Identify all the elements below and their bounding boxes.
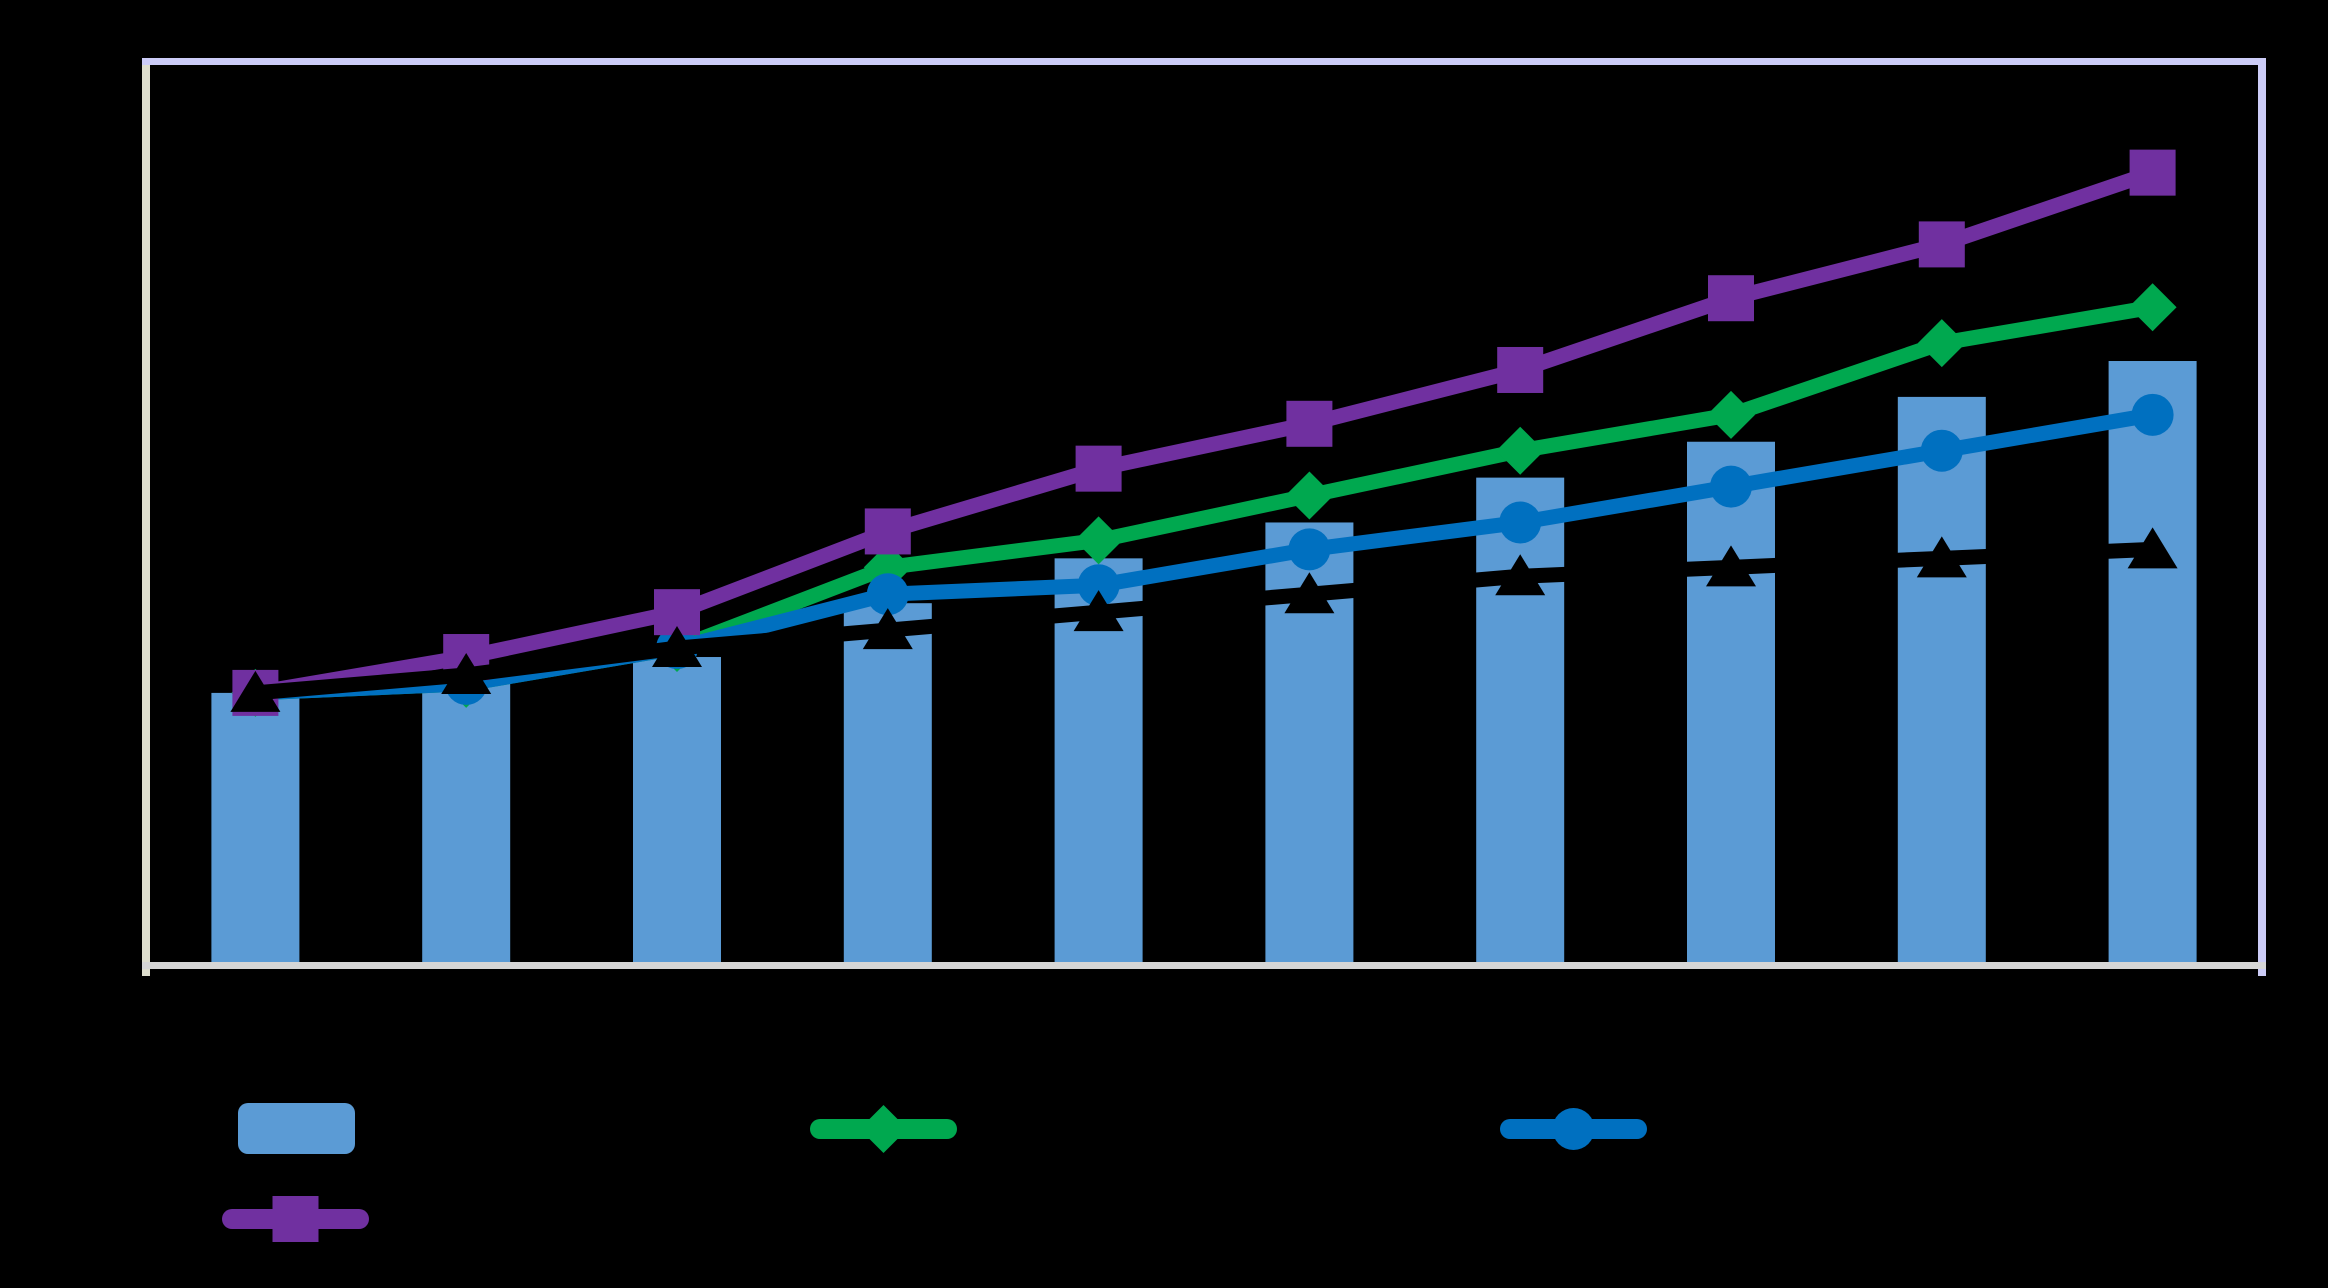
square-marker xyxy=(272,1196,319,1242)
bar xyxy=(1897,396,1986,966)
square-marker xyxy=(1708,275,1754,322)
black-line-series xyxy=(230,527,2178,712)
x-axis-line xyxy=(142,962,2266,969)
legend-item-green-line xyxy=(810,1105,957,1153)
diamond-marker xyxy=(859,1105,908,1153)
purple-line xyxy=(254,165,2156,701)
diamond-marker xyxy=(1496,426,1545,475)
triangle-marker xyxy=(1073,590,1124,632)
legend-item-purple-line xyxy=(222,1196,369,1242)
legend-item-bars xyxy=(238,1103,355,1154)
triangle-marker xyxy=(862,608,913,650)
bar xyxy=(2108,361,2197,966)
plot-frame-right xyxy=(2258,58,2266,976)
plot-frame xyxy=(142,58,2266,976)
triangle-marker xyxy=(1706,545,1756,587)
circle-marker xyxy=(866,573,909,616)
bar xyxy=(633,657,721,966)
bar xyxy=(843,603,932,966)
square-marker xyxy=(1075,445,1122,492)
triangle-marker xyxy=(441,652,492,694)
legend xyxy=(222,1103,1647,1242)
square-marker xyxy=(1918,221,1965,268)
circle-marker xyxy=(1552,1108,1595,1150)
bar xyxy=(422,683,511,966)
diamond-marker xyxy=(1285,471,1334,520)
bar xyxy=(211,692,300,966)
circle-marker xyxy=(1499,501,1542,544)
legend-item-black-line xyxy=(810,1197,957,1238)
circle-marker xyxy=(1920,429,1963,472)
diamond-marker xyxy=(1917,319,1966,368)
circle-marker xyxy=(1077,564,1120,607)
circle-marker xyxy=(2131,393,2174,436)
bars-series xyxy=(211,361,2197,966)
bar xyxy=(1687,441,1775,966)
square-marker xyxy=(864,508,911,555)
plot-frame-top xyxy=(142,58,2266,65)
square-marker xyxy=(1497,346,1544,393)
diamond-marker xyxy=(1707,390,1755,439)
square-marker xyxy=(2129,149,2176,196)
diamond-marker xyxy=(2128,283,2177,332)
diamond-marker xyxy=(1074,516,1123,565)
triangle-marker xyxy=(858,1197,909,1238)
triangle-marker xyxy=(1916,536,1967,578)
legend-bar-swatch xyxy=(238,1103,355,1154)
triangle-marker xyxy=(2127,527,2178,569)
triangle-marker xyxy=(230,670,281,712)
triangle-marker xyxy=(1495,554,1546,596)
black-line xyxy=(254,541,2153,701)
triangle-marker xyxy=(652,626,702,668)
bar xyxy=(1476,477,1565,966)
legend-item-blue-line xyxy=(1500,1108,1647,1150)
square-marker xyxy=(1286,400,1333,447)
circle-marker xyxy=(1288,528,1331,571)
circle-marker xyxy=(1710,465,1752,508)
plot-frame-left xyxy=(142,58,150,976)
triangle-marker xyxy=(1284,572,1335,614)
